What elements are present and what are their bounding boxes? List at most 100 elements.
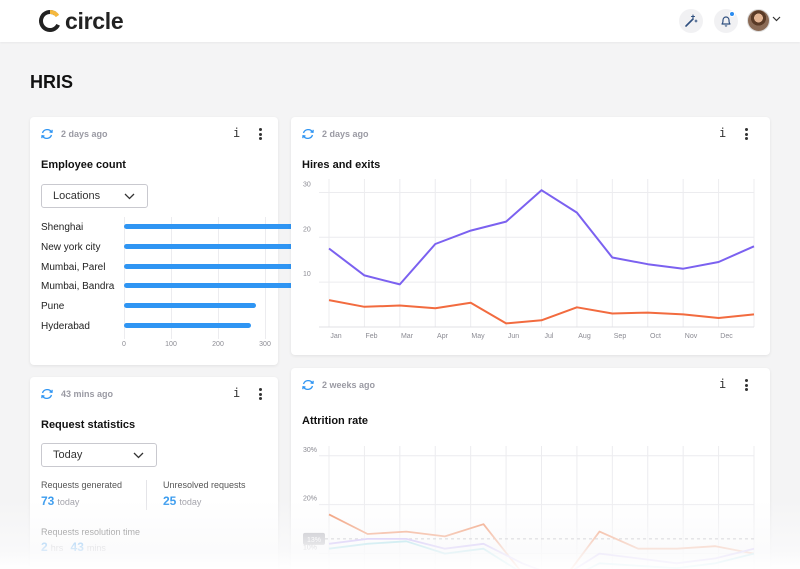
card-title: Request statistics	[41, 419, 136, 431]
magic-wand-icon	[685, 14, 698, 27]
last-updated-time: 43 mins ago	[61, 389, 114, 399]
stat-divider	[146, 480, 147, 510]
chevron-down-icon[interactable]	[772, 16, 781, 22]
reference-label: 13%	[307, 537, 321, 544]
unresolved-requests-label: Unresolved requests	[163, 480, 246, 490]
dropdown-value: Locations	[53, 190, 101, 202]
x-tick-label: Feb	[365, 333, 377, 340]
bar[interactable]	[124, 224, 383, 229]
bar[interactable]	[124, 243, 345, 249]
x-tick-label: Sep	[614, 333, 627, 340]
top-bar: circle	[0, 0, 800, 42]
resolution-time-value: 2 hrs 43 mins	[41, 540, 106, 554]
more-options-icon[interactable]	[259, 128, 263, 140]
card-meta: 2 days ago	[301, 127, 369, 141]
refresh-icon[interactable]	[40, 387, 54, 401]
bar-category-label: Pune	[41, 301, 65, 313]
bar[interactable]	[124, 303, 256, 309]
notifications-button[interactable]	[714, 9, 738, 33]
x-tick-label: 0	[122, 341, 126, 348]
bar[interactable]	[124, 323, 251, 328]
circle-logo-icon	[39, 9, 61, 32]
unresolved-requests-number: 25	[163, 494, 177, 508]
card-title: Attrition rate	[302, 415, 368, 427]
x-tick-label: Jul	[545, 333, 554, 340]
request-statistics-card: 43 mins ago i Request statistics Today R…	[30, 377, 278, 569]
notification-dot	[729, 11, 735, 17]
x-tick-label: Mar	[401, 333, 414, 340]
series-line	[328, 299, 755, 325]
x-tick-label: Nov	[685, 333, 698, 340]
last-updated-time: 2 days ago	[61, 129, 108, 139]
chart-gridline	[171, 217, 172, 339]
locations-dropdown[interactable]: Locations	[41, 184, 148, 208]
x-tick-label: Jun	[508, 333, 519, 340]
brand-name: circle	[65, 7, 124, 34]
x-tick-label: 300	[259, 341, 271, 348]
last-updated-time: 2 weeks ago	[322, 380, 376, 390]
card-meta: 2 weeks ago	[301, 378, 375, 392]
requests-generated-number: 73	[41, 494, 55, 508]
chart-gridline	[218, 217, 219, 339]
more-options-icon[interactable]	[745, 379, 749, 391]
requests-generated-unit: today	[57, 497, 80, 507]
y-tick-label: 10	[303, 271, 311, 278]
hires-and-exits-chart: 10 20 30 Jan Feb Mar Apr May Jun Jul Aug Sep Oct Nov D…	[303, 179, 755, 340]
bar-category-label: Mumbai, Bandra	[41, 281, 115, 293]
card-meta: 43 mins ago	[40, 387, 113, 401]
bar-category-label: Shenghai	[41, 222, 84, 233]
x-tick-label: 100	[165, 341, 177, 348]
y-tick-label: 30	[303, 181, 311, 188]
y-tick-label: 10%	[303, 545, 317, 552]
resolution-hours: 2	[41, 540, 48, 554]
requests-generated-value: 73 today	[41, 494, 79, 508]
refresh-icon[interactable]	[40, 127, 54, 141]
circle-logo[interactable]: circle	[38, 7, 124, 34]
chart-gridline	[265, 217, 266, 339]
resolution-time-label: Requests resolution time	[41, 527, 141, 537]
x-tick-label: Aug	[578, 333, 591, 340]
y-tick-label: 30%	[303, 447, 317, 454]
x-tick-label: Apr	[437, 333, 449, 340]
bell-icon	[721, 16, 731, 27]
y-tick-label: 20%	[303, 496, 317, 503]
chevron-down-icon	[124, 193, 135, 200]
unresolved-requests-unit: today	[179, 497, 202, 507]
bar[interactable]	[124, 263, 322, 269]
magic-wand-button[interactable]	[679, 9, 703, 33]
chart-gridline	[124, 217, 125, 339]
employee-count-card: 2 days ago i Employee count Locations 0 1…	[30, 117, 383, 365]
last-updated-time: 2 days ago	[322, 129, 369, 139]
dropdown-value: Today	[53, 449, 83, 461]
info-icon[interactable]: i	[719, 126, 727, 140]
hires-and-exits-card: 2 days ago i Hires and exits 10 20 30 Jan Fe…	[291, 117, 770, 355]
resolution-hours-unit: hrs	[50, 543, 64, 553]
info-icon[interactable]: i	[233, 386, 241, 400]
requests-generated-label: Requests generated	[41, 480, 123, 490]
bar-category-label: Hyderabad	[41, 321, 90, 332]
y-tick-label: 20	[303, 226, 311, 233]
attrition-rate-card: 2 weeks ago i Attrition rate 30% 20% 10% 13…	[291, 368, 770, 569]
chevron-down-icon	[133, 452, 144, 459]
refresh-icon[interactable]	[301, 378, 315, 392]
refresh-icon[interactable]	[301, 127, 315, 141]
page-title: HRIS	[30, 72, 74, 92]
x-tick-label: Dec	[720, 333, 733, 340]
card-meta: 2 days ago	[40, 127, 108, 141]
bar-category-label: Mumbai, Parel	[41, 261, 106, 273]
unresolved-requests-value: 25 today	[163, 494, 201, 508]
more-options-icon[interactable]	[259, 388, 263, 400]
info-icon[interactable]: i	[233, 126, 241, 140]
bar[interactable]	[124, 283, 294, 289]
info-icon[interactable]: i	[719, 377, 727, 391]
more-options-icon[interactable]	[745, 128, 749, 140]
x-tick-label: May	[471, 333, 485, 340]
x-tick-label: Jan	[330, 333, 341, 340]
period-dropdown[interactable]: Today	[41, 443, 157, 467]
card-title: Employee count	[41, 159, 126, 171]
resolution-minutes: 43	[70, 540, 84, 554]
bar-category-label: New york city	[41, 241, 101, 253]
x-tick-label: 200	[212, 341, 224, 348]
series-line	[328, 189, 755, 286]
avatar[interactable]	[747, 9, 770, 32]
